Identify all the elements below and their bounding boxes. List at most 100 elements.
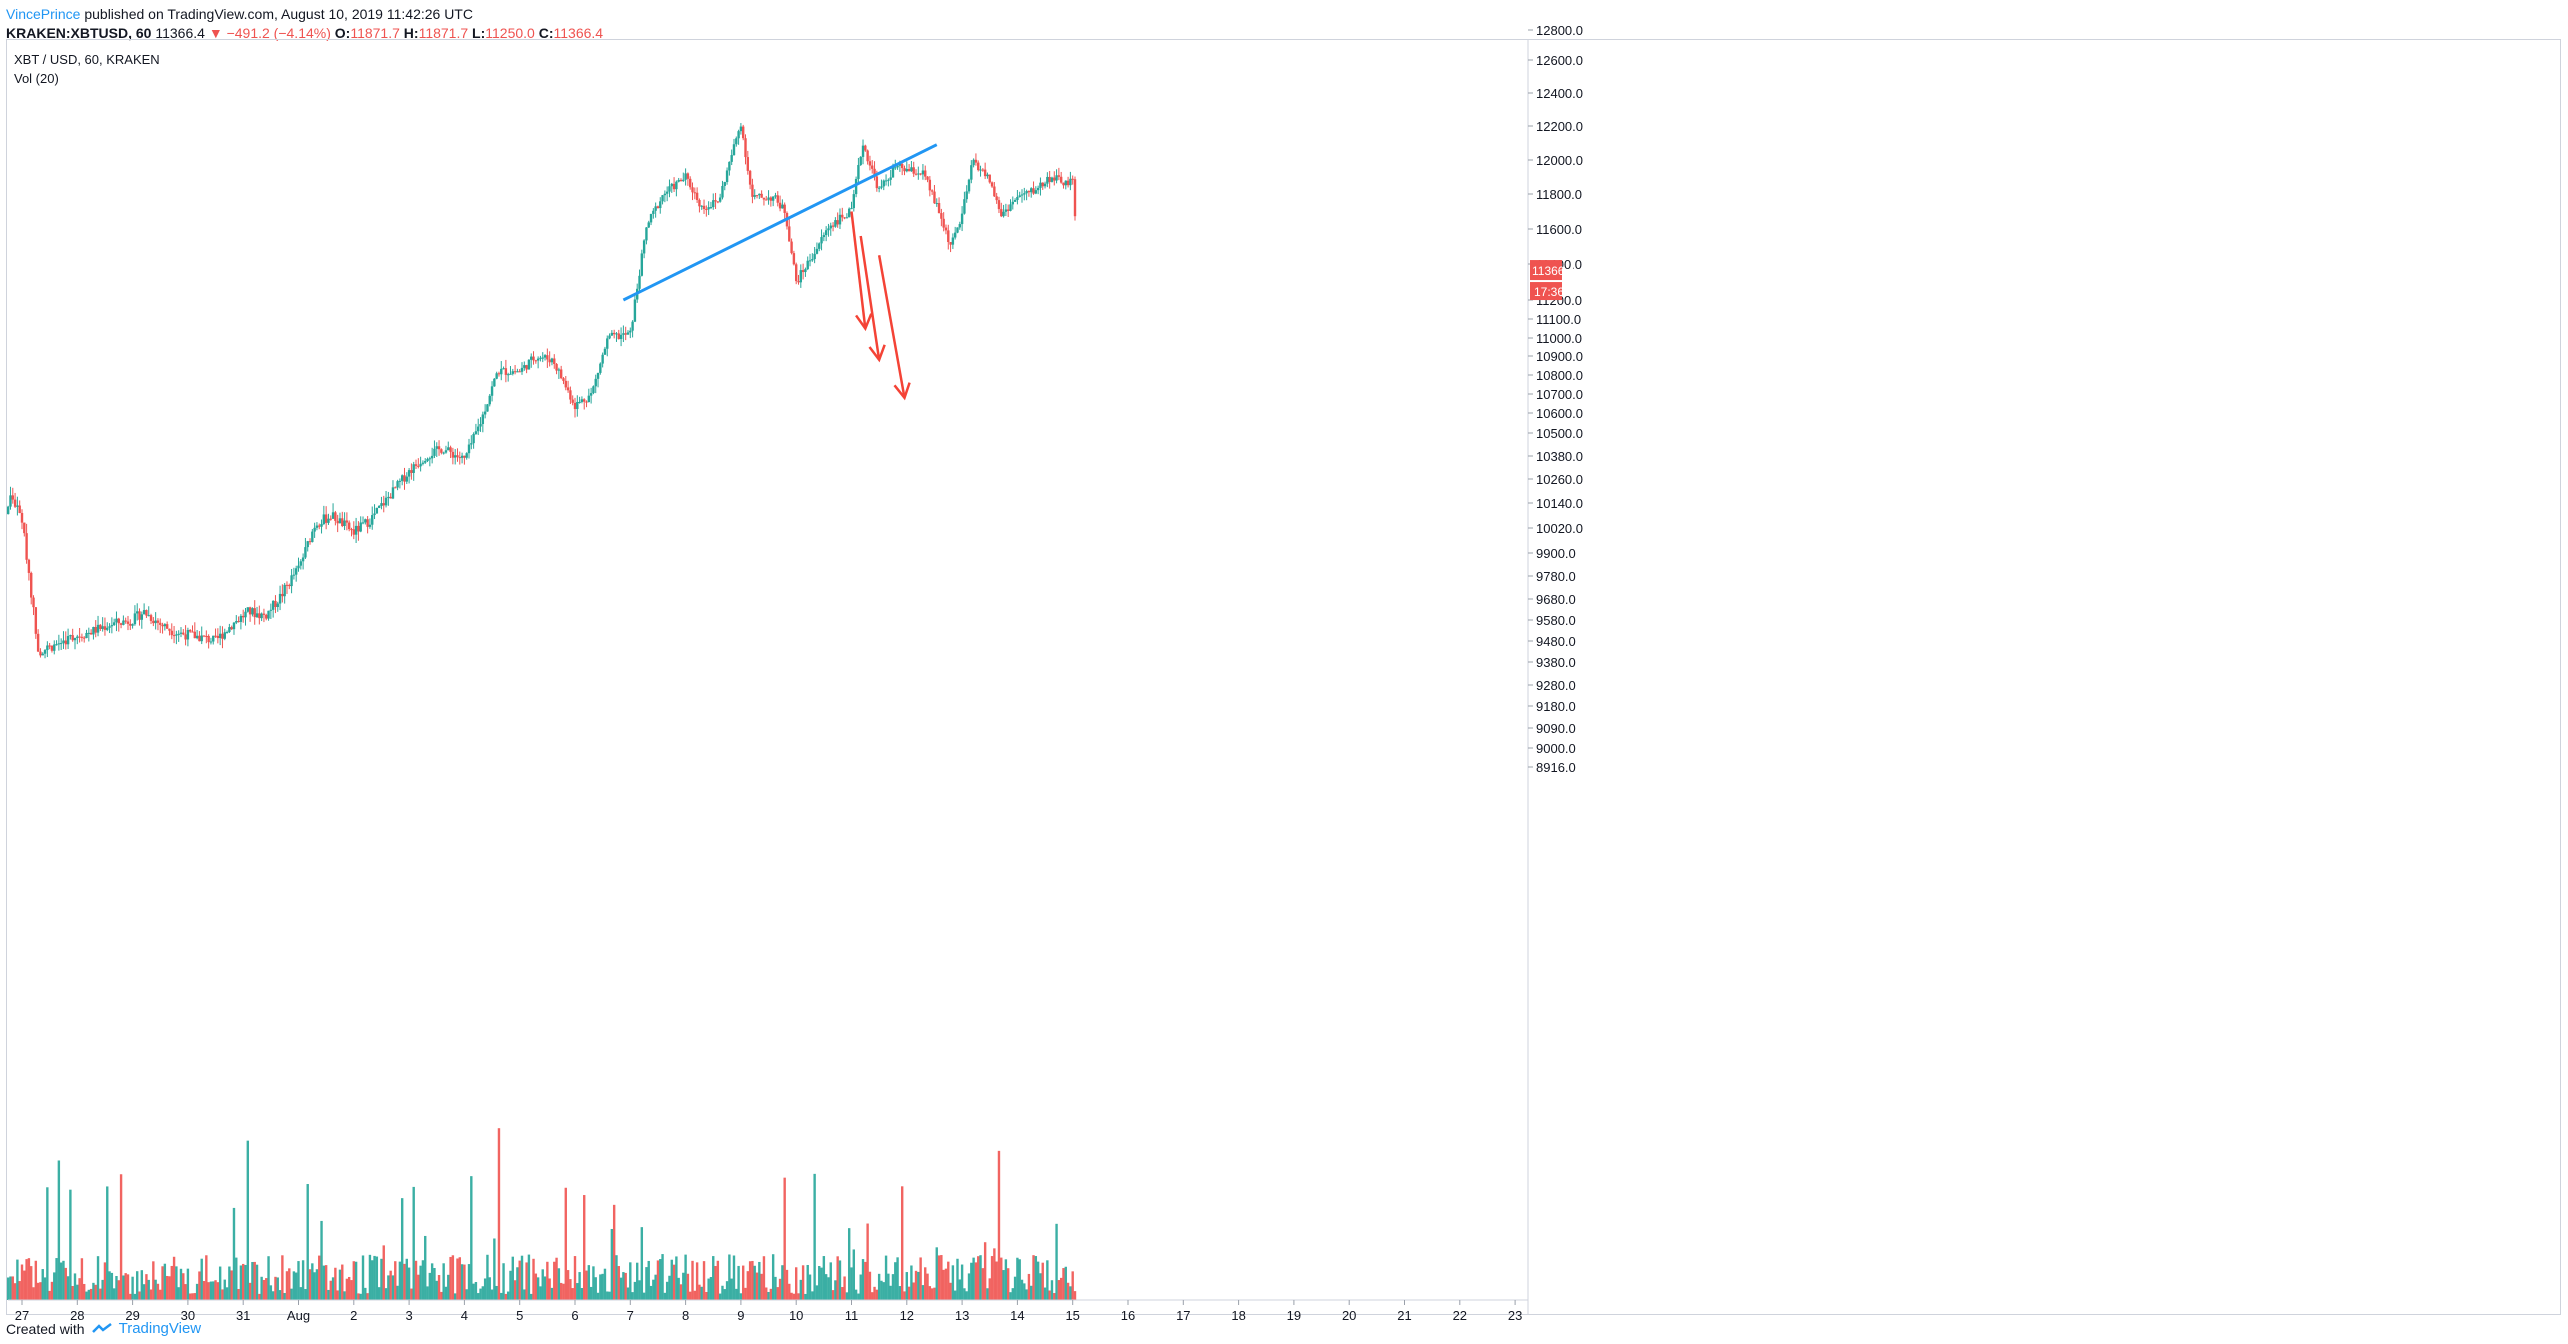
- candle-body: [960, 213, 964, 225]
- candle-body: [956, 227, 959, 233]
- candle-body: [712, 200, 715, 208]
- volume-bar: [1023, 1283, 1026, 1300]
- candle-body: [624, 333, 627, 335]
- candle-body: [516, 371, 519, 373]
- candle-body: [230, 627, 233, 630]
- candle-body: [20, 512, 24, 523]
- volume-bar: [207, 1282, 210, 1300]
- volume-bar: [186, 1268, 190, 1300]
- volume-bar: [83, 1283, 86, 1300]
- volume-bar: [889, 1285, 892, 1300]
- candle-body: [859, 156, 862, 165]
- volume-bar: [986, 1288, 989, 1300]
- candle-body: [467, 444, 471, 454]
- candle-body: [493, 378, 496, 387]
- candle-body: [525, 365, 528, 370]
- candle-body: [488, 395, 491, 405]
- tradingview-brand[interactable]: TradingView: [118, 1320, 202, 1337]
- candle-body: [315, 525, 319, 528]
- volume-bar: [785, 1269, 789, 1300]
- candle-body: [486, 404, 489, 412]
- candle-body: [795, 264, 798, 282]
- candle-body: [995, 196, 998, 201]
- candle-body: [34, 607, 38, 634]
- volume-bar: [230, 1270, 233, 1300]
- candle-body: [668, 186, 671, 192]
- candle-body: [728, 161, 731, 171]
- publish-header: VincePrince published on TradingView.com…: [6, 6, 473, 22]
- candle-body: [550, 358, 554, 363]
- volume-bar: [672, 1264, 676, 1300]
- candle-body: [868, 161, 872, 166]
- volume-bar: [122, 1275, 125, 1300]
- volume-bar: [124, 1273, 127, 1300]
- candle-body: [928, 179, 932, 191]
- candle-body: [172, 635, 176, 637]
- volume-bar: [603, 1268, 607, 1300]
- volume-bar: [110, 1272, 114, 1300]
- volume-bar: [746, 1271, 750, 1300]
- volume-bar: [534, 1273, 538, 1300]
- chart-frame[interactable]: [6, 39, 2561, 1315]
- candle-body: [670, 183, 673, 187]
- volume-bar: [550, 1287, 554, 1300]
- volume-bar: [1020, 1279, 1024, 1300]
- down-arrow-shaft: [877, 255, 906, 399]
- candle-body: [59, 643, 63, 645]
- author-link[interactable]: VincePrince: [6, 6, 81, 22]
- volume-bar: [407, 1267, 411, 1300]
- volume-bar: [39, 1282, 42, 1300]
- pair-legend[interactable]: XBT / USD, 60, KRAKEN: [14, 52, 160, 67]
- volume-bar: [324, 1265, 328, 1300]
- candle-body: [202, 635, 206, 637]
- candle-body: [977, 162, 980, 171]
- candle-body: [449, 447, 452, 452]
- price-tick-label: 12200.0: [1536, 119, 1583, 134]
- volume-bar: [20, 1264, 24, 1300]
- time-tick-label: 31: [236, 1308, 250, 1323]
- volume-bar: [882, 1282, 885, 1300]
- low-label: L:: [472, 25, 486, 41]
- candle-body: [497, 373, 501, 375]
- candle-body: [737, 131, 740, 139]
- volume-bar: [783, 1177, 786, 1300]
- volume-bar: [755, 1272, 759, 1300]
- volume-bar: [562, 1283, 565, 1300]
- candle-body: [689, 178, 692, 188]
- candle-body: [407, 470, 411, 477]
- candle-body: [117, 618, 120, 624]
- candle-body: [248, 607, 252, 615]
- volume-bar: [555, 1257, 558, 1300]
- volume-bar: [845, 1292, 849, 1300]
- volume-bar: [430, 1263, 434, 1300]
- candle-body: [933, 191, 936, 204]
- volume-bar: [732, 1255, 736, 1300]
- candle-body: [85, 632, 88, 639]
- volume-bar: [702, 1261, 706, 1300]
- volume-bar: [525, 1262, 528, 1300]
- candle-body: [297, 565, 300, 569]
- candle-body: [649, 213, 653, 223]
- price-tick-label: 11100.0: [1536, 312, 1581, 327]
- volume-bar: [831, 1290, 835, 1300]
- volume-bar: [647, 1260, 650, 1300]
- candle-body: [477, 426, 480, 432]
- volume-bar: [877, 1273, 881, 1300]
- high-value: 11871.7: [418, 25, 469, 41]
- volume-bar: [675, 1256, 678, 1300]
- volume-bar: [318, 1255, 321, 1300]
- volume-legend[interactable]: Vol (20): [14, 71, 59, 86]
- volume-bar: [622, 1272, 625, 1300]
- candle-body: [612, 332, 616, 335]
- candle-body: [43, 650, 47, 654]
- volume-bar: [541, 1269, 544, 1300]
- candle-body: [1057, 175, 1061, 177]
- volume-bar: [115, 1276, 118, 1300]
- candle-body: [66, 636, 70, 645]
- volume-bar: [27, 1258, 31, 1300]
- volume-bar: [1000, 1257, 1003, 1300]
- candle-body: [200, 635, 203, 642]
- volume-bar: [767, 1291, 770, 1300]
- volume-bar: [1009, 1292, 1012, 1300]
